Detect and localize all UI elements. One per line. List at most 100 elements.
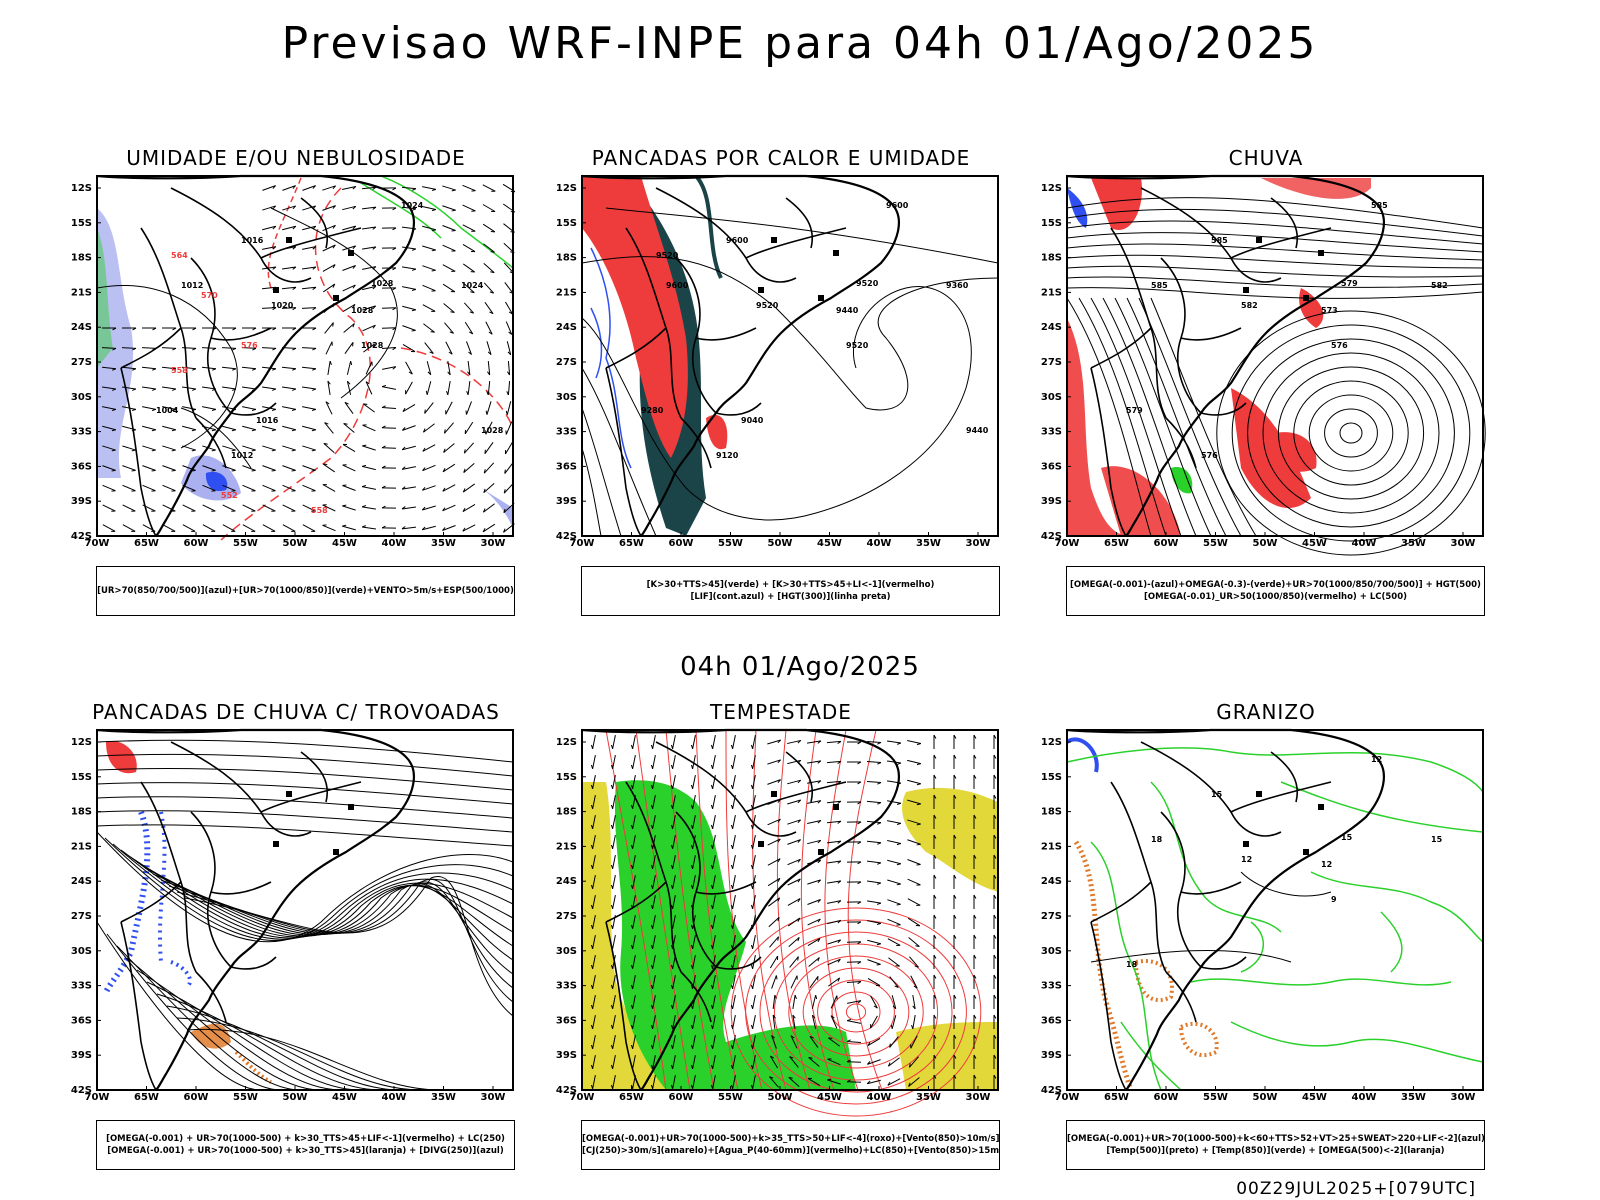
map-frame	[1066, 175, 1484, 537]
lon-tick-label: 30W	[481, 538, 506, 549]
lat-tick-label: 42S	[556, 1085, 577, 1096]
lat-tick-label: 15S	[556, 772, 577, 783]
lat-tick-label: 30S	[71, 392, 92, 403]
contour-label: 1012	[231, 451, 253, 460]
lat-tick-label: 24S	[556, 322, 577, 333]
legend-line: [OMEGA(-0.001)+UR>70(1000-500)+k>35_TTS>…	[582, 1134, 999, 1144]
map-frame	[1066, 729, 1484, 1091]
map-frame	[581, 729, 999, 1091]
lat-tick-label: 30S	[556, 946, 577, 957]
panel-title: PANCADAS DE CHUVA C/ TROVOADAS	[92, 700, 500, 724]
legend-line: [LIF](cont.azul) + [HGT(300)](linha pret…	[690, 592, 891, 602]
coastline	[96, 174, 415, 537]
lat-tick-label: 21S	[556, 287, 577, 298]
red-contours	[605, 729, 982, 1117]
lat-tick-label: 36S	[1041, 461, 1062, 472]
model-run-code: 00Z29JUL2025+[079UTC]	[1236, 1179, 1476, 1199]
lon-tick-label: 40W	[382, 1092, 407, 1103]
temp850-contours	[1066, 747, 1484, 1091]
lat-tick-label: 12S	[556, 737, 577, 748]
lat-tick-label: 39S	[556, 1050, 577, 1061]
contour-label: 9360	[946, 281, 969, 290]
lat-tick-label: 15S	[1041, 218, 1062, 229]
lon-tick-label: 60W	[1154, 1092, 1179, 1103]
contour-label: 1024	[461, 281, 484, 290]
contour-label: 582	[1241, 301, 1258, 310]
lon-tick-label: 35W	[1401, 538, 1426, 549]
panel-tempestade: TEMPESTADE 12S 15S 18S 21S 24S 27S 30S 33S 36S 39…	[546, 700, 1016, 1190]
lat-tick-label: 39S	[556, 496, 577, 507]
lat-tick-label: 15S	[71, 772, 92, 783]
contour-label: 9520	[846, 341, 869, 350]
contour-label: 579	[1126, 406, 1143, 415]
contour-label: 15	[1211, 790, 1223, 799]
lon-tick-label: 40W	[1352, 1092, 1377, 1103]
lon-tick-label: 65W	[1104, 538, 1129, 549]
contour-label: 579	[1341, 279, 1358, 288]
lon-tick-label: 45W	[1302, 1092, 1327, 1103]
contour-label: 1024	[401, 201, 424, 210]
lat-tick-label: 30S	[1041, 946, 1062, 957]
legend-line: [OMEGA(-0.01)_UR>50(1000/850)(vermelho) …	[1143, 592, 1408, 602]
legend-line: [Temp(500)](preto) + [Temp(850)](verde) …	[1106, 1146, 1445, 1156]
lon-tick-label: 55W	[233, 538, 258, 549]
humidity-fields	[97, 175, 514, 541]
lon-tick-label: 65W	[1104, 1092, 1129, 1103]
contour-label: 564	[171, 251, 188, 260]
lon-tick-label: 60W	[1154, 538, 1179, 549]
lon-tick-label: 70W	[570, 538, 595, 549]
lon-tick-label: 30W	[481, 1092, 506, 1103]
legend-chuva: [OMEGA(-0.001)-(azul)+OMEGA(-0.3)-(verde…	[1066, 566, 1485, 616]
contour-label: 12	[1321, 860, 1332, 869]
lon-tick-label: 60W	[184, 538, 209, 549]
lat-tick-label: 18S	[556, 253, 577, 264]
lon-tick-label: 40W	[1352, 538, 1377, 549]
legend-pancadas-calor: [K>30+TTS>45](verde) + [K>30+TTS>45+LI<-…	[581, 566, 1000, 616]
lat-tick-label: 42S	[1041, 1085, 1062, 1096]
lat-tick-label: 30S	[556, 392, 577, 403]
contour-label: 576	[1201, 451, 1218, 460]
legend-line: [CJ(250)>30m/s](amarelo)+[Agua_P(40-60mm…	[582, 1146, 999, 1156]
height-contours	[581, 207, 999, 537]
lat-tick-label: 27S	[71, 357, 92, 368]
lat-tick-label: 24S	[556, 876, 577, 887]
lat-tick-label: 36S	[1041, 1015, 1062, 1026]
lon-tick-label: 65W	[134, 1092, 159, 1103]
contour-label: 18	[1151, 835, 1163, 844]
contour-label: 558	[311, 506, 328, 515]
lon-tick-label: 30W	[1451, 538, 1476, 549]
contour-label: 15	[1341, 833, 1353, 842]
lon-tick-label: 55W	[1203, 1092, 1228, 1103]
mid-date: 04h 01/Ago/2025	[680, 652, 920, 682]
lat-tick-label: 15S	[556, 218, 577, 229]
lon-tick-label: 55W	[718, 538, 743, 549]
lat-tick-label: 12S	[71, 737, 92, 748]
lon-tick-label: 40W	[382, 538, 407, 549]
map-frame	[581, 175, 999, 537]
lat-tick-label: 27S	[556, 357, 577, 368]
lat-tick-label: 39S	[71, 1050, 92, 1061]
lon-tick-label: 45W	[817, 1092, 842, 1103]
lon-tick-label: 50W	[1253, 538, 1278, 549]
lat-tick-label: 18S	[1041, 807, 1062, 818]
contour-label: 585	[1151, 281, 1168, 290]
lat-tick-label: 18S	[1041, 253, 1062, 264]
contour-label: 9520	[756, 301, 779, 310]
contour-label: 558	[171, 366, 188, 375]
lat-tick-label: 21S	[71, 287, 92, 298]
lon-tick-label: 70W	[85, 1092, 110, 1103]
contour-label: 18	[1126, 960, 1138, 969]
lat-tick-label: 18S	[71, 807, 92, 818]
lat-tick-label: 15S	[71, 218, 92, 229]
legend-umidade: [UR>70(850/700/500)](azul)+[UR>70(1000/8…	[96, 566, 515, 616]
legend-line: [UR>70(850/700/500)](azul)+[UR>70(1000/8…	[97, 586, 514, 596]
contour-label: 1028	[361, 341, 384, 350]
lon-tick-label: 70W	[1055, 538, 1080, 549]
contour-label: 1012	[181, 281, 203, 290]
